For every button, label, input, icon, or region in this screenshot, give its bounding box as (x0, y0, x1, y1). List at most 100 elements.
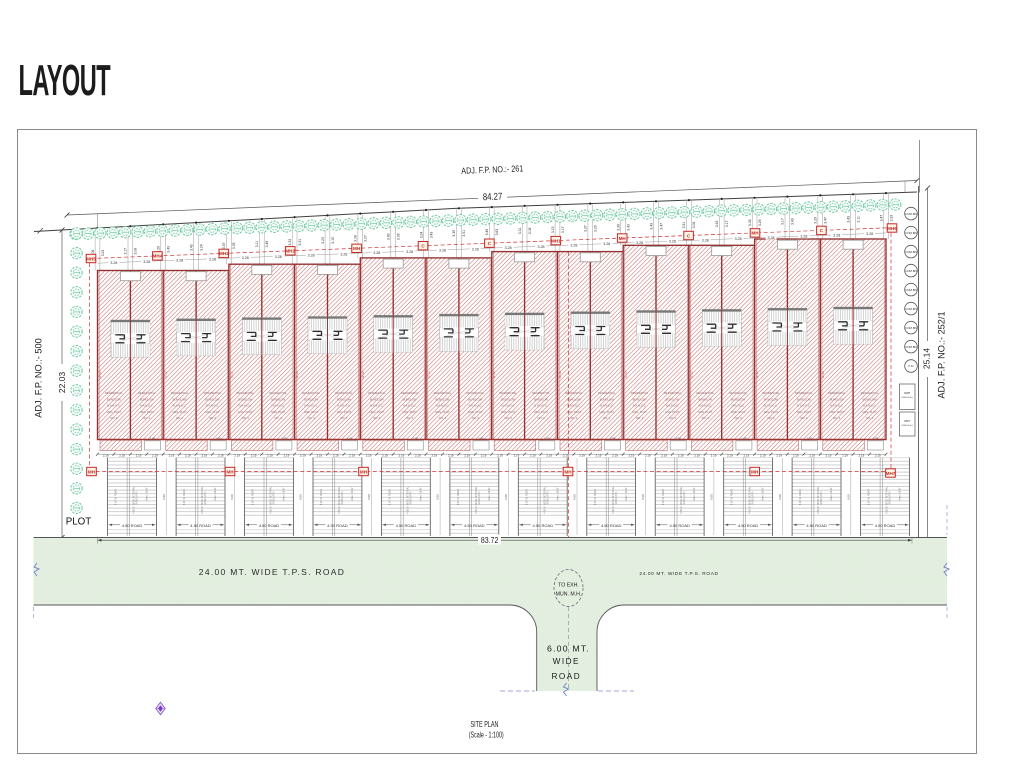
svg-text:C: C (421, 244, 425, 249)
svg-text:2.19: 2.19 (826, 454, 832, 458)
svg-text:HSG. PLOT: HSG. PLOT (731, 410, 746, 414)
svg-text:ROAD (P.P.): ROAD (P.P.) (889, 491, 892, 504)
svg-text:TO EXH.: TO EXH. (558, 583, 579, 589)
svg-text:RESIDENTIAL: RESIDENTIAL (828, 391, 846, 395)
svg-text:3.28: 3.28 (669, 240, 676, 244)
svg-text:MUN. M.H.: MUN. M.H. (556, 592, 582, 598)
svg-text:3.33: 3.33 (288, 239, 292, 246)
svg-text:HSG. PLOT: HSG. PLOT (501, 410, 516, 414)
svg-text:RESIDENTIAL: RESIDENTIAL (861, 391, 879, 395)
svg-text:6.00 M. ROAD: 6.00 M. ROAD (594, 489, 597, 505)
svg-text:N.A.N.O.C.: N.A.N.O.C. (797, 404, 811, 408)
svg-text:BUNGLOW: BUNGLOW (863, 397, 877, 401)
svg-text:6.00: 6.00 (641, 494, 645, 500)
svg-text:6.00 M. ROAD: 6.00 M. ROAD (662, 489, 665, 505)
svg-text:2.19: 2.19 (629, 454, 635, 458)
svg-text:HSG. PLOT: HSG. PLOT (665, 410, 680, 414)
svg-text:RESIDENTIAL: RESIDENTIAL (466, 391, 484, 395)
svg-text:3.11: 3.11 (255, 241, 259, 247)
svg-text:P IN: P IN (909, 364, 914, 368)
svg-text:COM.BN: COM.BN (905, 212, 917, 216)
svg-text:BUNGLOW: BUNGLOW (797, 397, 811, 401)
svg-text:4.50 ROAD: 4.50 ROAD (875, 523, 896, 528)
svg-text:MH: MH (564, 469, 572, 474)
svg-text:22.03: 22.03 (57, 372, 67, 394)
svg-text:MH5: MH5 (86, 256, 96, 261)
svg-text:4.50 M. WIDE INTERNAL: 4.50 M. WIDE INTERNAL (133, 486, 136, 514)
svg-text:RESIDENTIAL: RESIDENTIAL (696, 391, 714, 395)
svg-text:3.08: 3.08 (528, 227, 532, 234)
svg-text:6.00 M. ROAD: 6.00 M. ROAD (252, 489, 255, 505)
svg-text:3.29: 3.29 (157, 246, 161, 253)
svg-text:COM.BN: COM.BN (905, 326, 917, 330)
svg-text:HSG. PLOT: HSG. PLOT (271, 410, 286, 414)
svg-text:2.19: 2.19 (481, 454, 487, 458)
svg-text:HSG. PLOT: HSG. PLOT (238, 410, 253, 414)
svg-text:12.12: 12.12 (558, 371, 562, 379)
svg-text:HSG. PLOT: HSG. PLOT (764, 410, 779, 414)
svg-text:2.19: 2.19 (284, 454, 290, 458)
svg-text:RESIDENTIAL: RESIDENTIAL (795, 391, 813, 395)
svg-text:N.A.N.O.C.: N.A.N.O.C. (206, 404, 220, 408)
svg-text:MH4: MH4 (153, 254, 163, 259)
svg-text:3.27: 3.27 (584, 225, 588, 232)
svg-text:NO. 4: NO. 4 (603, 416, 611, 420)
svg-text:MH: MH (360, 469, 368, 474)
svg-text:RESIDENTIAL: RESIDENTIAL (532, 391, 550, 395)
svg-text:BUNGLOW: BUNGLOW (534, 397, 548, 401)
svg-text:4.50 ROAD: 4.50 ROAD (738, 523, 759, 528)
svg-text:3.43: 3.43 (846, 216, 850, 223)
svg-text:3.51: 3.51 (682, 222, 686, 229)
svg-text:6.00 M. ROAD: 6.00 M. ROAD (799, 489, 802, 505)
svg-text:NO. 4: NO. 4 (702, 416, 710, 420)
svg-text:NO. 4: NO. 4 (636, 416, 644, 420)
svg-text:N.A.N.O.C.: N.A.N.O.C. (469, 404, 483, 408)
svg-text:ROAD (P.P.): ROAD (P.P.) (204, 491, 207, 504)
svg-text:WWT: WWT (904, 420, 911, 423)
svg-text:COM.BN: COM.BN (905, 307, 917, 311)
svg-text:HSG. PLOT: HSG. PLOT (797, 410, 812, 414)
svg-text:ROAD (P.P.): ROAD (P.P.) (478, 491, 481, 504)
svg-text:RESIDENTIAL: RESIDENTIAL (105, 391, 123, 395)
svg-text:3.43: 3.43 (791, 218, 795, 225)
svg-text:2.19: 2.19 (563, 454, 569, 458)
svg-text:12.12: 12.12 (624, 371, 628, 379)
svg-text:6.00 M. ROAD: 6.00 M. ROAD (183, 489, 186, 505)
svg-text:3.29: 3.29 (814, 217, 818, 224)
svg-text:2.19: 2.19 (169, 454, 175, 458)
svg-text:1.05: 1.05 (150, 436, 156, 440)
svg-text:2.19: 2.19 (136, 454, 142, 458)
svg-text:2.19: 2.19 (514, 454, 520, 458)
svg-text:3.47: 3.47 (659, 223, 663, 230)
svg-text:2.19: 2.19 (103, 454, 109, 458)
svg-text:N.A.N.O.C.: N.A.N.O.C. (534, 404, 548, 408)
svg-text:HSG. PLOT: HSG. PLOT (107, 410, 122, 414)
svg-text:NO. 4: NO. 4 (866, 416, 874, 420)
svg-text:MH3: MH3 (219, 251, 229, 256)
svg-text:4.50 ROAD: 4.50 ROAD (601, 523, 622, 528)
svg-text:3.33: 3.33 (889, 215, 893, 222)
svg-text:3.11: 3.11 (856, 216, 860, 222)
svg-text:3.08: 3.08 (692, 222, 696, 229)
svg-text:PLOT: PLOT (66, 517, 92, 528)
svg-text:2.19: 2.19 (875, 454, 881, 458)
svg-text:3.43: 3.43 (429, 232, 433, 239)
svg-text:2.19: 2.19 (201, 454, 207, 458)
svg-text:NO. 4: NO. 4 (110, 416, 118, 420)
svg-text:12.12: 12.12 (492, 371, 496, 379)
svg-text:3.28: 3.28 (800, 235, 807, 239)
svg-text:COM.BN: COM.BN (905, 231, 917, 235)
svg-text:ADJ. F.P. NO.:- 261: ADJ. F.P. NO.:- 261 (461, 163, 523, 175)
svg-text:HSG. PLOT: HSG. PLOT (468, 410, 483, 414)
svg-text:NO. 4: NO. 4 (275, 416, 283, 420)
svg-text:2.19: 2.19 (448, 454, 454, 458)
svg-text:4.50 ROAD: 4.50 ROAD (190, 523, 211, 528)
svg-text:3.23: 3.23 (321, 237, 325, 244)
svg-text:BUNGLOW: BUNGLOW (468, 397, 482, 401)
svg-text:4.50 M. WIDE INTERNAL: 4.50 M. WIDE INTERNAL (543, 486, 546, 514)
svg-text:NO. 4: NO. 4 (143, 416, 151, 420)
svg-text:2.19: 2.19 (415, 454, 421, 458)
svg-text:N.A.N.O.C.: N.A.N.O.C. (666, 404, 680, 408)
svg-text:RESIDENTIAL: RESIDENTIAL (204, 391, 222, 395)
svg-text:6.00 M. ROAD: 6.00 M. ROAD (457, 489, 460, 505)
